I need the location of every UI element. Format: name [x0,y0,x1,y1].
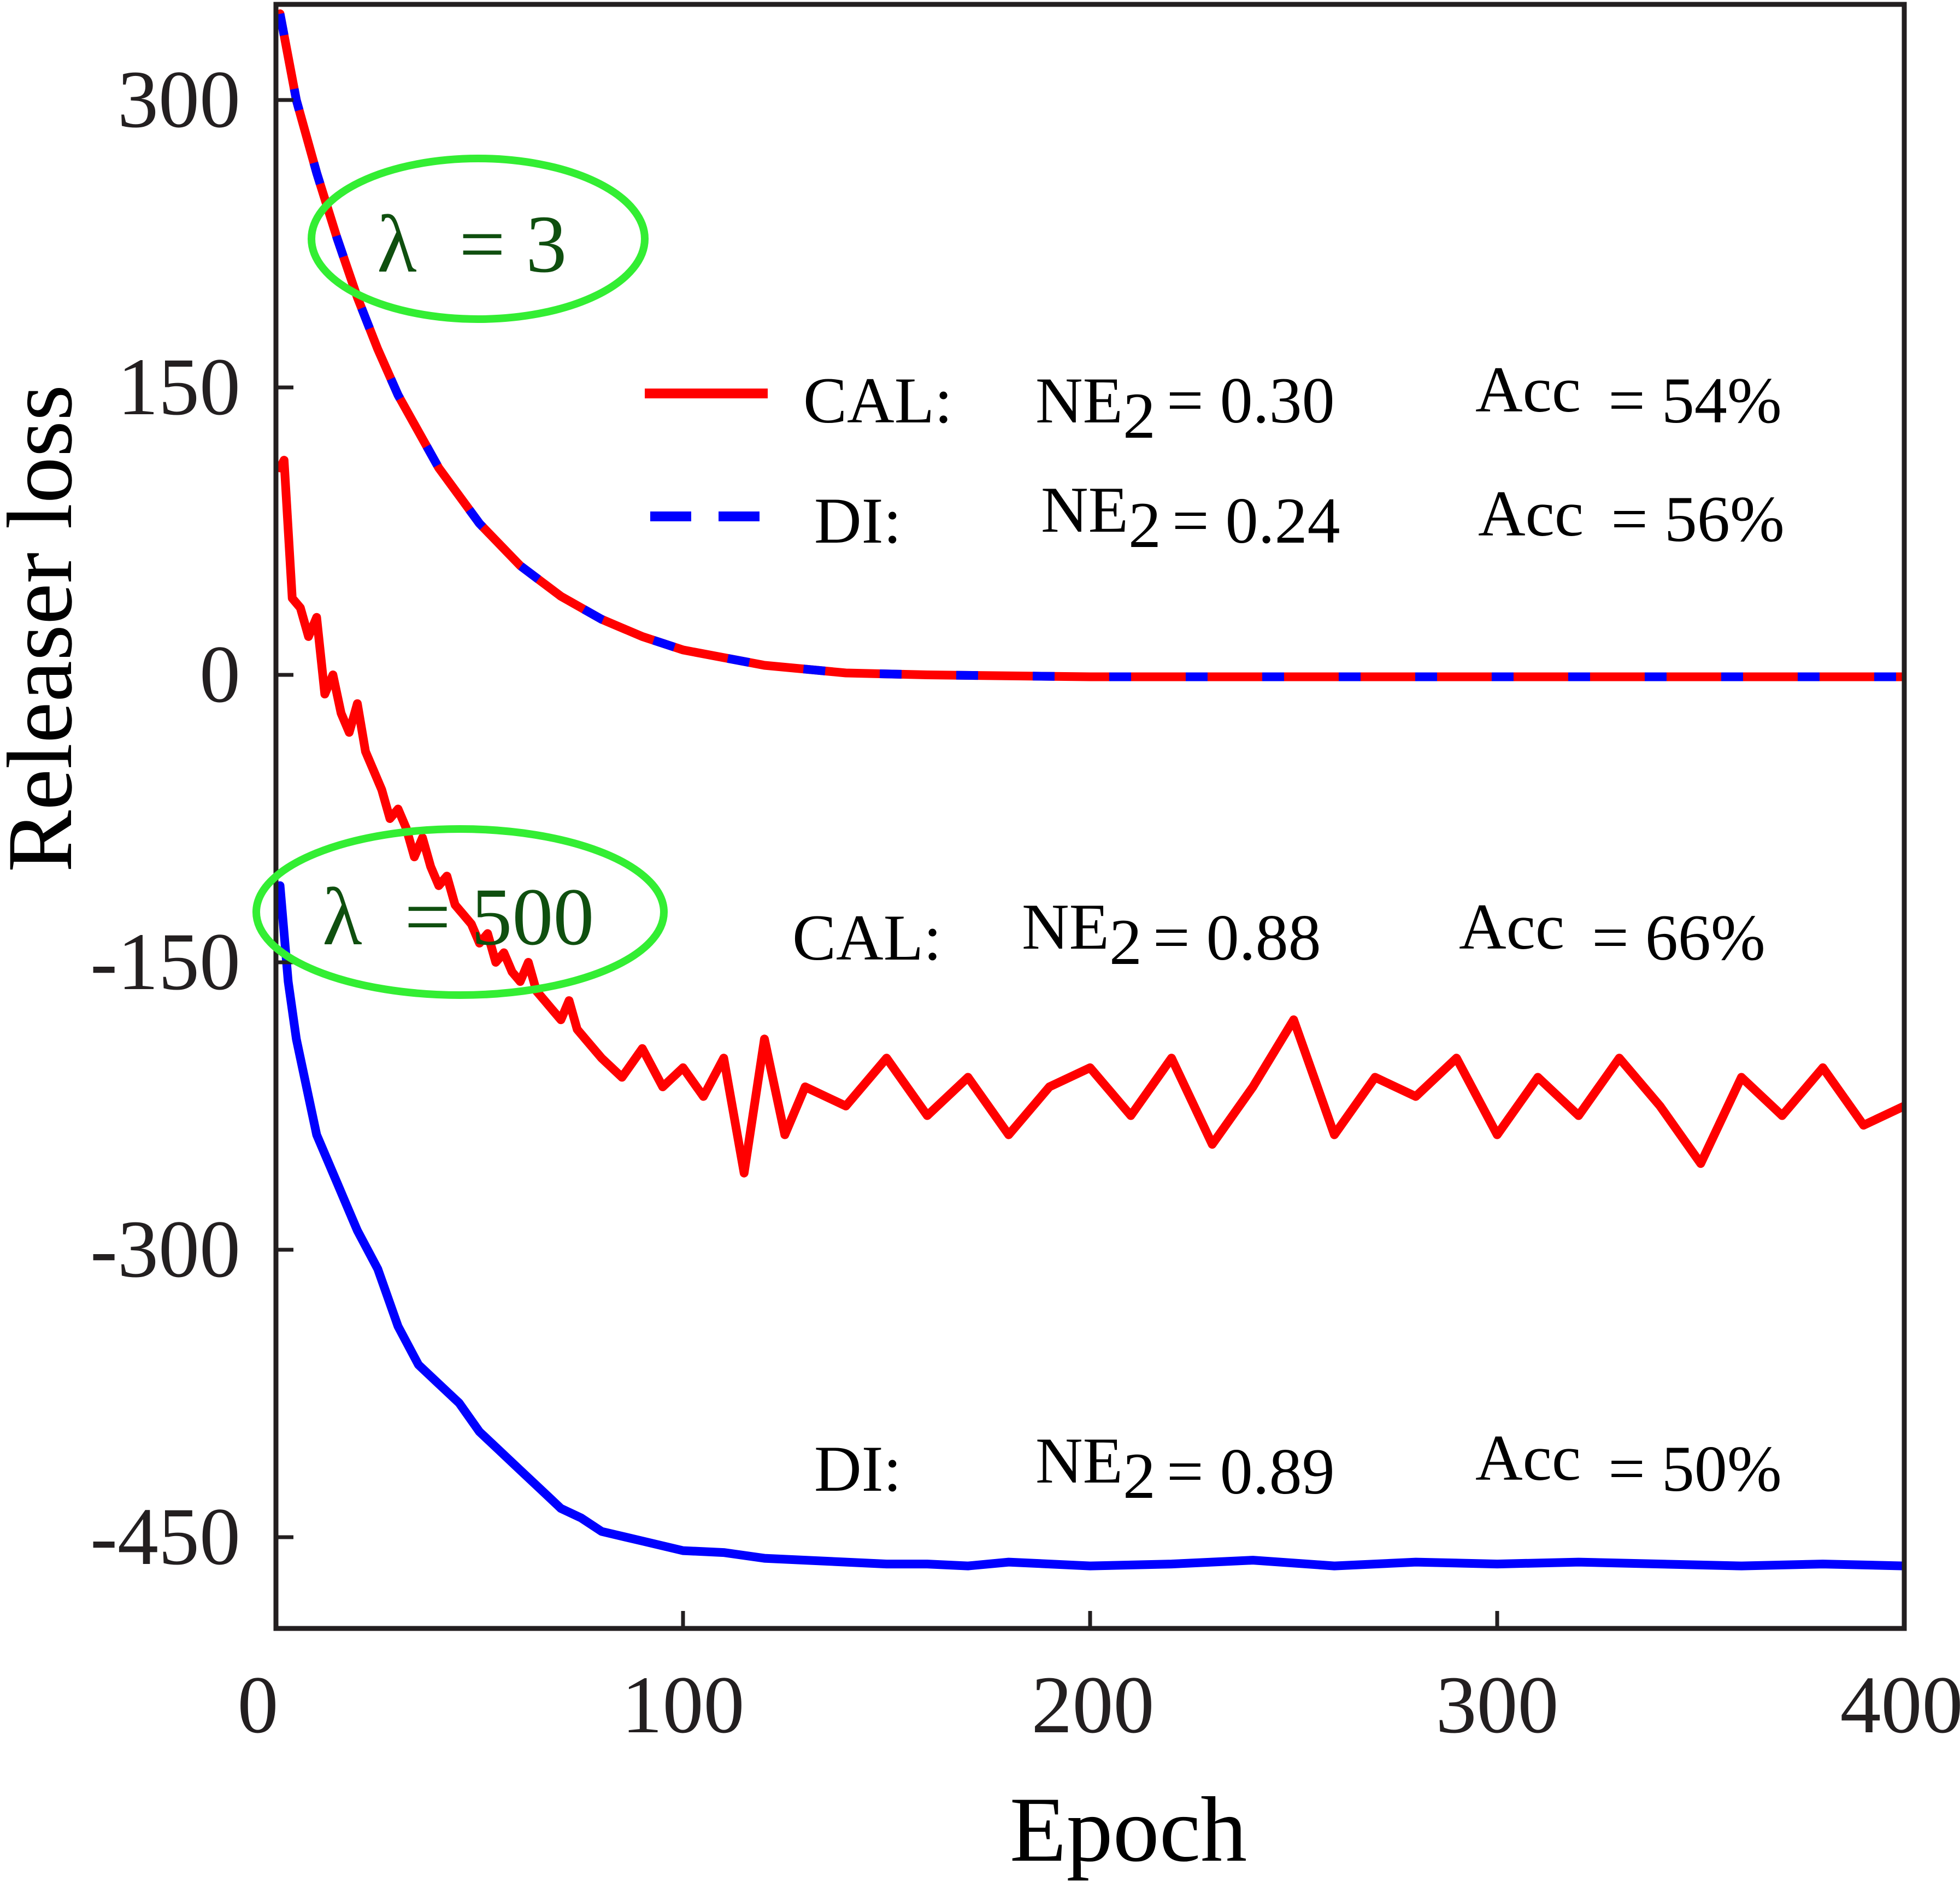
legend-di-acc-value: = 56% [1611,483,1785,555]
lower-cal-ne-label: NE [1022,890,1109,963]
legend-cal-ne-sub: 2 [1123,379,1156,452]
legend-cal-acc: Acc = 54% [1475,353,1782,437]
x-tick-label-0: 0 [238,1660,279,1750]
x-tick-label-200: 200 [1032,1660,1155,1750]
lambda-500-symbol: λ [322,872,362,962]
lower-di-label: DI: [814,1432,902,1505]
y-tick-label-150: 150 [117,342,240,432]
lower-cal-ne: NE2 = 0.88 [1022,890,1321,978]
lower-di-ne-label: NE [1035,1424,1123,1497]
lower-cal-acc-value: = 66% [1592,901,1765,974]
x-tick-label-100: 100 [622,1660,745,1750]
legend-di-ne-value: = 0.24 [1172,484,1340,557]
x-axis-title: Epoch [1010,1778,1247,1881]
lower-cal-acc-label: Acc [1459,890,1564,963]
legend-di-label: DI: [814,484,902,557]
legend-di-ne-label: NE [1041,473,1128,546]
y-tick-label-minus450: -450 [90,1491,240,1582]
lower-cal-label: CAL: [792,901,941,974]
series-line-cal-500-2 [276,456,1904,1178]
lambda-500-value: = 500 [404,872,594,962]
lower-di-acc: Acc = 50% [1475,1421,1782,1505]
y-tick-label-300: 300 [117,54,240,145]
series-layer [276,9,1904,1571]
lambda-3-label: λ = 3 [377,199,567,290]
legend-cal-ne-value: = 0.30 [1167,364,1335,437]
y-tick-label-minus150: -150 [90,916,240,1007]
lambda-500-ellipse [252,825,668,999]
legend-di-ne: NE2 = 0.24 [1041,473,1340,561]
ticks-layer [274,98,1906,1628]
lower-di-ne: NE2 = 0.89 [1035,1424,1335,1512]
y-tick-label-minus300: -300 [90,1204,240,1295]
series-line-di-500-3 [276,881,1904,1571]
lower-cal-acc: Acc = 66% [1459,890,1765,974]
legend-di-acc-label: Acc [1478,477,1584,550]
lambda-3-symbol: λ [377,199,417,290]
lambda-3-value: = 3 [459,199,567,290]
lower-cal-ne-sub: 2 [1109,905,1142,978]
legend-cal-ne-label: NE [1035,364,1123,437]
series-line-cal-3-0 [276,9,1904,681]
lower-di-acc-label: Acc [1475,1421,1581,1494]
lambda-3-ellipse [308,155,649,323]
legend-di-ne-sub: 2 [1128,489,1161,561]
legend-cal-label: CAL: [803,364,952,437]
lower-di-ne-value: = 0.89 [1167,1435,1335,1508]
lambda-500-label: λ = 500 [322,872,594,962]
legend-di-acc: Acc = 56% [1478,477,1785,555]
legend-cal-acc-value: = 54% [1608,364,1782,437]
lower-cal-ne-value: = 0.88 [1153,901,1321,974]
series-line-di-3-1 [276,13,1904,681]
legend-cal-ne: NE2 = 0.30 [1035,364,1335,452]
x-tick-label-400: 400 [1840,1660,1960,1750]
legend-cal-acc-label: Acc [1475,353,1581,426]
y-axis-title: Releaser loss [0,385,91,872]
lower-di-acc-value: = 50% [1608,1432,1782,1505]
y-tick-label-0: 0 [199,629,240,720]
x-tick-label-300: 300 [1436,1660,1559,1750]
lower-di-ne-sub: 2 [1123,1439,1156,1512]
